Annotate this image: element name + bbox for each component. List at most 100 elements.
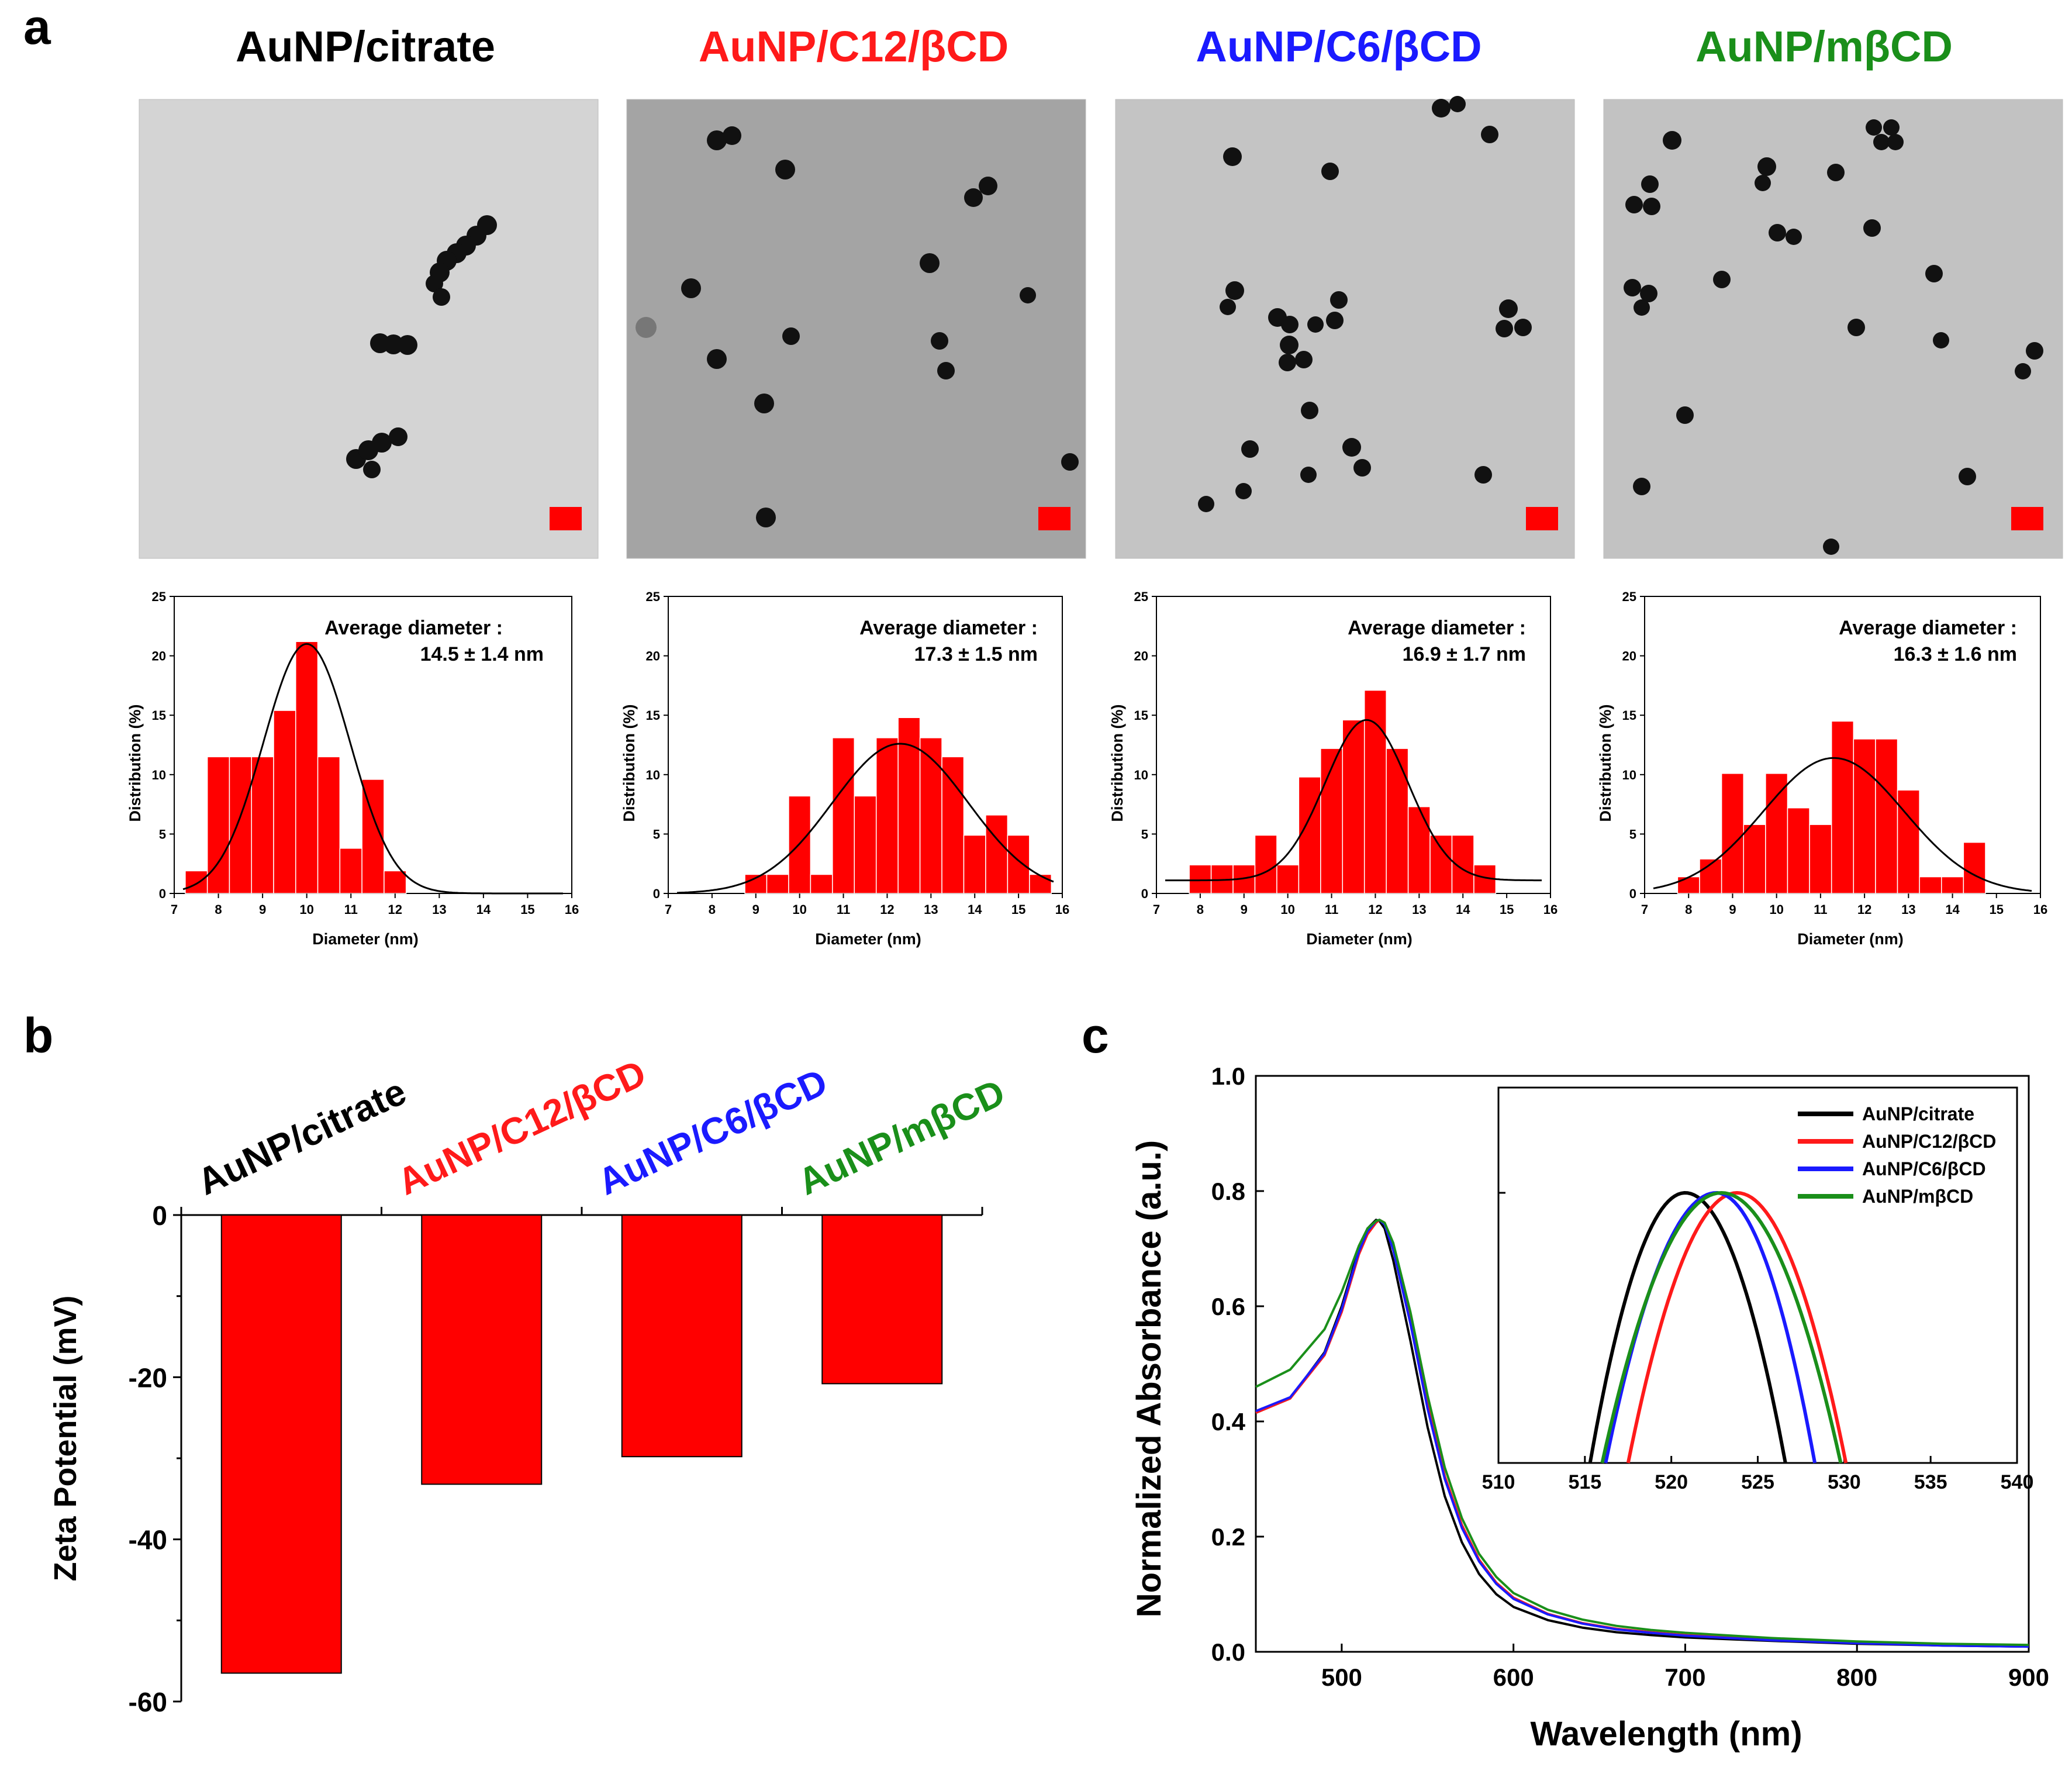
hist-x-tick-label: 13 xyxy=(924,902,938,917)
inset-x-tick-label: 520 xyxy=(1655,1471,1688,1493)
uvvis-x-tick-label: 700 xyxy=(1664,1664,1705,1691)
uvvis-xlabel: Wavelength (nm) xyxy=(1530,1715,1802,1753)
hist-y-tick-label: 10 xyxy=(152,768,166,782)
uvvis-y-tick-label: 0.0 xyxy=(1211,1638,1245,1666)
hist-x-tick-label: 9 xyxy=(752,902,759,917)
hist-x-tick-label: 12 xyxy=(1857,902,1871,917)
hist-bar xyxy=(1941,876,1964,894)
hist-bar xyxy=(1429,834,1453,894)
hist-x-tick-label: 11 xyxy=(1814,902,1827,917)
hist-y-tick-label: 20 xyxy=(646,649,660,664)
inset-x-tick-label: 540 xyxy=(2001,1471,2034,1493)
hist-bar xyxy=(1029,874,1052,894)
hist-x-tick-label: 15 xyxy=(1500,902,1514,917)
zeta-y-tick-label: -20 xyxy=(129,1362,167,1393)
hist-bar xyxy=(1765,773,1788,894)
hist-bar xyxy=(810,874,833,894)
tem-image-mbcd xyxy=(1603,99,2063,559)
uvvis-x-tick-label: 800 xyxy=(1836,1664,1877,1691)
scale-bar-mbcd xyxy=(2011,507,2043,530)
hist-bar xyxy=(1677,876,1700,894)
hist-x-tick-label: 14 xyxy=(1456,902,1470,917)
hist-bar xyxy=(1386,748,1409,894)
hist-bar xyxy=(1787,807,1810,894)
scale-bar-c6 xyxy=(1526,507,1558,530)
hist-ylabel: Distribution (%) xyxy=(1108,705,1126,822)
inset-x-tick-label: 525 xyxy=(1741,1471,1774,1493)
gaussian-fit-curve xyxy=(1165,719,1542,882)
hist-x-tick-label: 11 xyxy=(1325,902,1338,917)
histogram-c6: Average diameter : 16.9 ± 1.7 nm Diamete… xyxy=(1108,589,1558,948)
annotation-line-2: 16.3 ± 1.6 nm xyxy=(1894,643,2017,665)
hist-bar xyxy=(1897,789,1920,894)
hist-y-tick-label: 5 xyxy=(1629,827,1636,841)
hist-y-tick-label: 10 xyxy=(646,768,660,782)
sample-title-c6: AuNP/C6/βCD xyxy=(1196,22,1482,71)
inset-x-tick-label: 530 xyxy=(1828,1471,1861,1493)
hist-y-tick-label: 0 xyxy=(1629,886,1636,901)
legend-entry: AuNP/mβCD xyxy=(1862,1186,1973,1207)
hist-x-tick-label: 15 xyxy=(1990,902,2004,917)
histogram-c12: Average diameter : 17.3 ± 1.5 nm Diamete… xyxy=(620,589,1069,948)
hist-x-tick-label: 8 xyxy=(1197,902,1204,917)
hist-x-tick-label: 15 xyxy=(1011,902,1025,917)
zeta-y-tick-label: -60 xyxy=(129,1687,167,1717)
hist-x-tick-label: 7 xyxy=(1153,902,1160,917)
hist-ylabel: Distribution (%) xyxy=(1597,705,1614,822)
hist-y-tick-label: 5 xyxy=(1141,827,1148,841)
hist-y-tick-label: 0 xyxy=(159,886,166,901)
hist-bar xyxy=(317,756,341,894)
hist-bar xyxy=(941,756,965,894)
hist-x-tick-label: 10 xyxy=(1769,902,1783,917)
hist-x-tick-label: 14 xyxy=(476,902,491,917)
hist-x-tick-label: 14 xyxy=(1945,902,1960,917)
hist-x-tick-label: 13 xyxy=(432,902,446,917)
uvvis-y-tick-label: 0.2 xyxy=(1211,1523,1245,1551)
uvvis-x-tick-label: 900 xyxy=(2008,1664,2049,1691)
spectrum-line xyxy=(1255,1219,2029,1648)
hist-bar xyxy=(229,756,252,894)
hist-bar xyxy=(1320,748,1344,894)
hist-x-tick-label: 16 xyxy=(1543,902,1558,917)
legend-entry: AuNP/C12/βCD xyxy=(1862,1131,1996,1152)
histogram-citrate: Average diameter : 14.5 ± 1.4 nm Diamete… xyxy=(126,589,579,948)
hist-x-tick-label: 10 xyxy=(1280,902,1294,917)
hist-y-tick-label: 15 xyxy=(1134,708,1148,723)
hist-x-tick-label: 9 xyxy=(1729,902,1736,917)
hist-x-tick-label: 16 xyxy=(2033,902,2047,917)
hist-bar xyxy=(1721,773,1745,894)
hist-bar xyxy=(1743,824,1766,894)
inset-x-tick-label: 510 xyxy=(1482,1471,1515,1493)
gaussian-fit-curve xyxy=(676,743,1054,894)
scale-bar-citrate xyxy=(550,507,582,530)
hist-bar xyxy=(1809,824,1832,894)
hist-x-tick-label: 15 xyxy=(520,902,534,917)
hist-y-tick-label: 25 xyxy=(1622,589,1636,604)
hist-x-tick-label: 8 xyxy=(709,902,716,917)
hist-bar xyxy=(384,870,407,894)
hist-bar xyxy=(1407,806,1431,894)
legend-entry: AuNP/citrate xyxy=(1862,1103,1974,1124)
uvvis-y-tick-label: 0.4 xyxy=(1211,1408,1246,1435)
hist-x-tick-label: 7 xyxy=(665,902,672,917)
panel-label-a: a xyxy=(23,0,51,54)
inset-curve xyxy=(1600,1191,1843,1464)
uvvis-y-tick-label: 1.0 xyxy=(1211,1062,1245,1090)
inset-x-tick-label: 535 xyxy=(1914,1471,1947,1493)
panel-label-b: b xyxy=(23,1008,53,1063)
histogram-mbcd: Average diameter : 16.3 ± 1.6 nm Diamete… xyxy=(1597,589,2047,948)
hist-bar xyxy=(766,874,789,894)
inset-x-tick-label: 515 xyxy=(1568,1471,1601,1493)
hist-bar xyxy=(273,710,296,894)
uvvis-y-tick-label: 0.8 xyxy=(1211,1178,1245,1205)
hist-x-tick-label: 9 xyxy=(1241,902,1248,917)
hist-bar xyxy=(1831,720,1855,894)
annotation-line-2: 14.5 ± 1.4 nm xyxy=(420,643,544,665)
hist-x-tick-label: 12 xyxy=(1368,902,1382,917)
inset-frame xyxy=(1497,1086,2018,1464)
hist-x-tick-label: 12 xyxy=(388,902,402,917)
zeta-y-tick-label: -40 xyxy=(129,1525,167,1555)
hist-y-tick-label: 15 xyxy=(152,708,166,723)
hist-bar xyxy=(875,737,899,894)
hist-y-tick-label: 25 xyxy=(1134,589,1148,604)
